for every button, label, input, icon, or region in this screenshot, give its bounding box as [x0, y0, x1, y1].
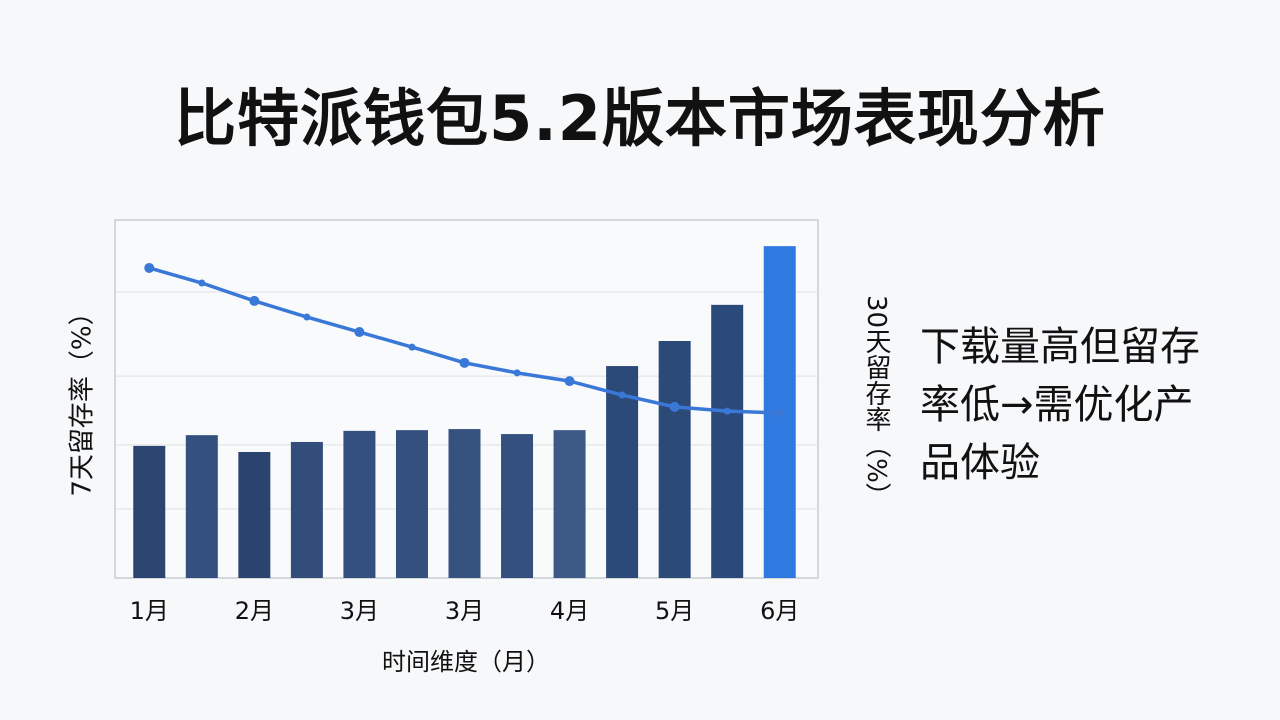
- x-axis-label: 时间维度（月）: [382, 648, 550, 676]
- line-point: [249, 295, 260, 306]
- chart-title: 比特派钱包5.2版本市场表现分析: [174, 82, 1106, 155]
- bar: [133, 445, 166, 578]
- bar: [448, 429, 481, 578]
- bar: [238, 451, 271, 578]
- bar: [606, 366, 639, 578]
- line-point: [198, 279, 206, 287]
- bar: [395, 430, 428, 578]
- bar: [658, 341, 691, 578]
- bar: [553, 430, 586, 578]
- line-point: [723, 407, 731, 415]
- x-tick-label: 4月: [550, 597, 589, 625]
- y2-axis-label: 30天留存率（%）: [861, 295, 891, 509]
- annotation: 下载量高但留存率低→需优化产品体验: [920, 324, 1200, 486]
- x-tick-label: 5月: [655, 597, 694, 625]
- line-point: [144, 262, 155, 273]
- bar: [185, 435, 218, 578]
- line-point: [303, 313, 311, 321]
- line-point: [774, 407, 785, 418]
- bar: [711, 304, 744, 578]
- bar: [501, 434, 534, 578]
- line-point: [669, 401, 680, 412]
- bar: [290, 441, 323, 578]
- x-tick-label: 2月: [235, 597, 274, 625]
- x-tick-label: 1月: [130, 597, 169, 625]
- line-point: [459, 357, 470, 368]
- line-point: [618, 391, 626, 399]
- bar: [343, 430, 376, 578]
- x-tick-label: 3月: [340, 597, 379, 625]
- line-point: [513, 369, 521, 377]
- x-tick-label: 3月: [445, 597, 484, 625]
- line-point: [354, 327, 365, 338]
- x-tick-label: 6月: [760, 597, 799, 625]
- line-point: [408, 343, 416, 351]
- line-point: [564, 376, 575, 387]
